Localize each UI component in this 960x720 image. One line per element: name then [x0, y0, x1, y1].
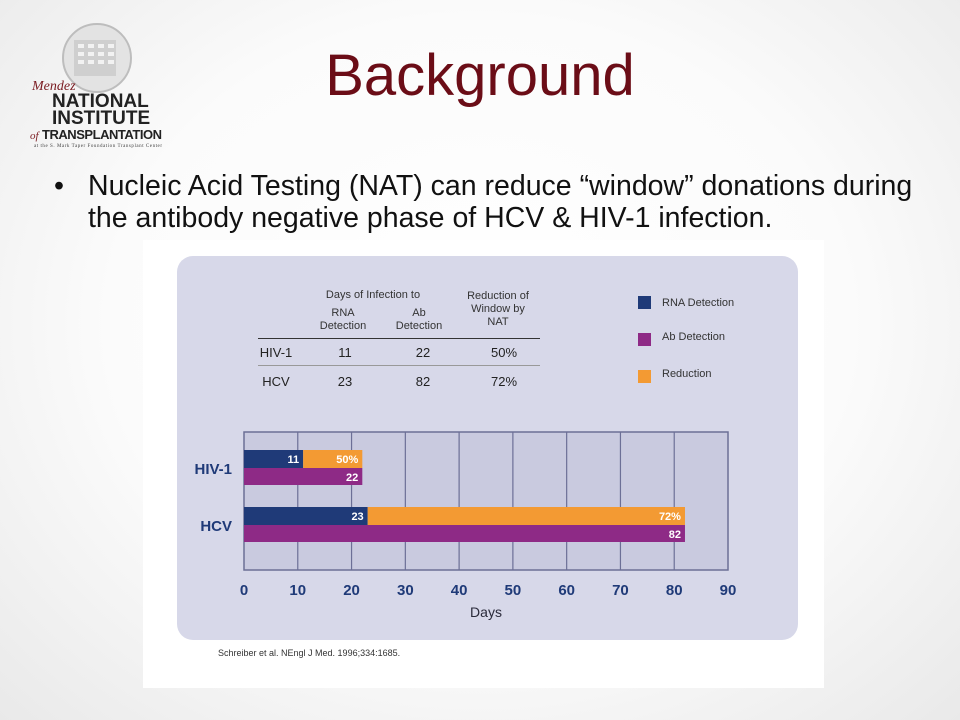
bar-ab [244, 468, 363, 485]
bar-label-reduction: 50% [336, 454, 358, 466]
table-cell-rna: 23 [337, 374, 353, 389]
x-tick-label: 80 [666, 582, 683, 599]
table-cell-reduction: 72% [490, 374, 518, 389]
x-tick-label: 40 [451, 582, 468, 599]
x-tick-label: 50 [505, 582, 522, 599]
logo-text-2: NATIONAL [52, 91, 149, 112]
legend-reduction-label: Reduction [662, 368, 712, 380]
bar-label-ab: 82 [669, 529, 681, 541]
logo-text-5: at the S. Mark Taper Foundation Transpla… [34, 144, 162, 149]
table-col-rna-header: RNA Detection [319, 307, 367, 332]
bar-rna [244, 450, 304, 468]
bar-reduction [367, 507, 685, 525]
x-tick-label: 70 [612, 582, 629, 599]
logo-text-3: INSTITUTE [52, 108, 150, 129]
table-group-header: Days of Infection to [325, 289, 421, 301]
slide-title: Background [325, 43, 635, 108]
x-tick-label: 10 [289, 582, 306, 599]
bullet-text: Nucleic Acid Testing (NAT) can reduce “w… [88, 170, 913, 234]
logo-text-of: of [30, 130, 41, 142]
table-row-divider [258, 365, 540, 366]
logo-graphic: Mendez NATIONAL INSTITUTE of TRANSPLANTA… [30, 23, 162, 149]
x-tick-label: 20 [343, 582, 360, 599]
legend-reduction-swatch [638, 370, 651, 383]
bar-ab [244, 525, 685, 542]
logo-text-1: Mendez [31, 79, 76, 94]
bar-label-rna: 11 [288, 454, 300, 466]
x-tick-label: 30 [397, 582, 414, 599]
legend-rna-swatch [638, 296, 651, 309]
category-label: HCV [200, 518, 232, 535]
table-cell-reduction: 50% [490, 345, 518, 360]
table-cell-ab: 22 [415, 345, 431, 360]
legend-ab-label: Ab Detection [662, 331, 725, 343]
bar-label-reduction: 72% [659, 511, 681, 523]
x-tick-label: 0 [240, 582, 248, 599]
category-label: HIV-1 [194, 461, 232, 478]
table-header-rule [258, 338, 540, 339]
institute-logo: Mendez NATIONAL INSTITUTE of TRANSPLANTA… [22, 20, 172, 150]
legend-ab-swatch [638, 333, 651, 346]
table-row-label: HCV [262, 374, 290, 389]
table-row-label: HIV-1 [259, 345, 293, 360]
x-tick-label: 60 [558, 582, 575, 599]
table-col-ab-header: Ab Detection [395, 307, 443, 332]
x-tick-label: 90 [720, 582, 737, 599]
x-axis-label: Days [470, 604, 502, 620]
bullet-marker: • [54, 170, 64, 202]
bar-reduction [303, 450, 363, 468]
table-col-reduction-header: Reduction of Window by NAT [467, 290, 529, 328]
legend-rna-label: RNA Detection [662, 297, 735, 309]
citation: Schreiber et al. NEngl J Med. 1996;334:1… [218, 648, 401, 658]
table-cell-ab: 82 [415, 374, 431, 389]
table-cell-rna: 11 [338, 345, 352, 360]
logo-text-4: TRANSPLANTATION [42, 127, 162, 142]
bar-label-ab: 22 [346, 472, 358, 484]
bar-rna [244, 507, 368, 525]
bar-label-rna: 23 [351, 511, 363, 523]
